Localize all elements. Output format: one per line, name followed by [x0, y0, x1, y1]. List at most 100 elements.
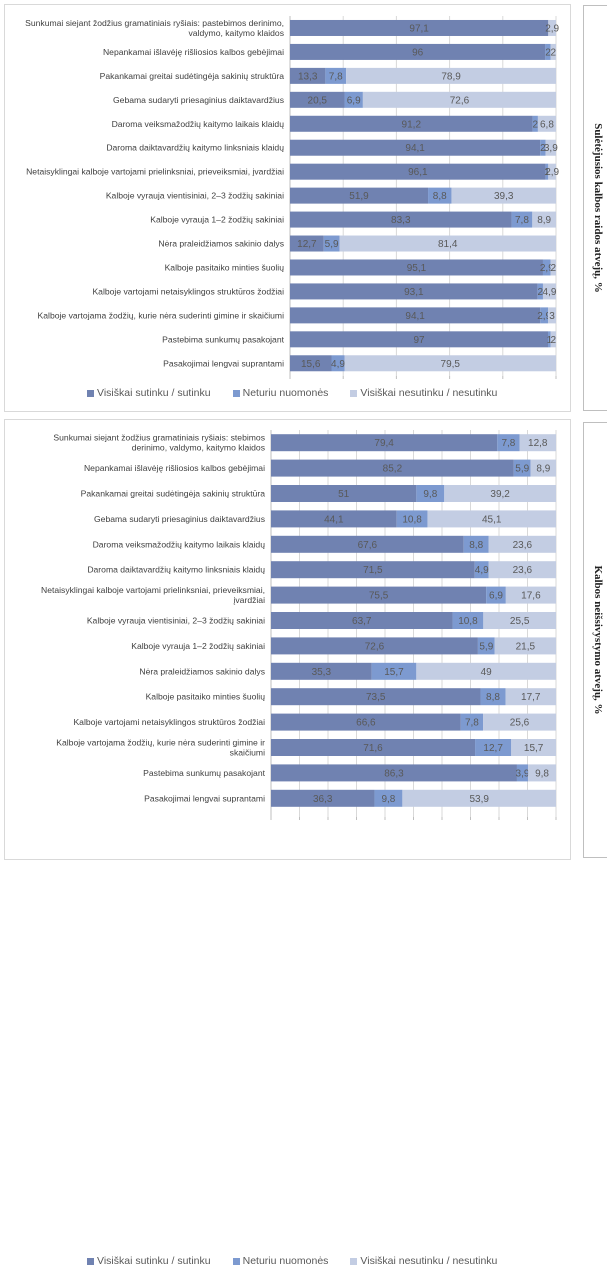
bar-row: Kalboje pasitaiko minties šuolių 73,5 8,8 1… [146, 688, 556, 706]
bar-segment-neutral [344, 91, 363, 108]
legend-swatch [87, 389, 94, 397]
bar-segment-disagree [528, 764, 556, 782]
data-label: 5,9 [325, 239, 339, 250]
bar-segment-disagree [530, 459, 556, 477]
bar-segment-disagree [537, 115, 556, 132]
bar-segment-disagree [488, 561, 556, 579]
data-label: 1 [544, 167, 550, 178]
bar-segment-neutral [511, 211, 533, 228]
data-label: 12,8 [528, 438, 548, 449]
bar-segment-neutral [548, 331, 551, 348]
category-label: Kalboje pasitaiko minties šuolių [146, 692, 266, 702]
bar-segment-neutral [480, 688, 506, 706]
legend-item-agree: Visiškai sutinku / sutinku [87, 387, 211, 399]
bar-row: Daroma daiktavardžių kaitymo linksniais … [106, 139, 558, 156]
data-label: 9,8 [535, 768, 549, 779]
bar-segment-agree [290, 19, 549, 36]
bar-row: Kalboje vartojama žodžių, kurie nėra sud… [56, 738, 556, 758]
bar-segment-disagree [402, 789, 556, 807]
bar-segment-neutral [396, 510, 428, 528]
data-label: 72,6 [450, 95, 470, 106]
category-label: įvardžiai [233, 595, 265, 605]
bar-segment-neutral [537, 283, 543, 300]
bar-row: Kalboje vyrauja vientisiniai, 2–3 žodžių… [87, 612, 556, 629]
category-label: Nepankamai išlavėję rišliosios kalbos ge… [103, 47, 284, 57]
bar-row: Pastebima sunkumų pasakojant 86,3 3,9 9,8 [143, 764, 556, 782]
bar-segment-agree [271, 789, 375, 807]
data-label: 21,5 [516, 641, 536, 652]
data-label: 1 [547, 335, 553, 346]
data-label: 7,8 [329, 71, 343, 82]
data-label: 2,9 [545, 167, 559, 178]
bar-segment-disagree [483, 713, 556, 731]
data-label: 2,9 [537, 311, 551, 322]
bar-segment-disagree [451, 187, 556, 204]
data-label: 3,9 [544, 143, 558, 154]
data-label: 96 [412, 47, 424, 58]
bar-segment-agree [290, 259, 543, 276]
data-label: 5,9 [515, 464, 529, 475]
stacked-bar-chart-underdeveloped-speech: Sunkumai siejant žodžius gramatiniais ry… [41, 430, 557, 820]
category-label: Daroma daiktavardžių kaitymo linksniais … [106, 143, 284, 153]
chart-panel-delayed-speech: Sunkumai siejant žodžius gramatiniais ry… [4, 4, 571, 412]
data-label: 97 [413, 335, 425, 346]
data-label: 7,8 [465, 718, 479, 729]
bar-segment-neutral [475, 739, 512, 756]
category-label: Pasakojimai lengvai suprantami [163, 358, 284, 368]
bar-segment-neutral [532, 115, 538, 132]
bar-row: Kalboje vartojami netaisyklingos struktū… [92, 283, 557, 300]
legend-item-agree: Visiškai sutinku / sutinku [87, 1255, 211, 1267]
data-label: 15,7 [524, 743, 544, 754]
data-label: 86,3 [384, 768, 404, 779]
data-label: 6,9 [489, 591, 503, 602]
bar-segment-disagree [545, 139, 556, 156]
category-label: Kalboje vyrauja vientisiniai, 2–3 žodžių… [87, 616, 265, 626]
data-label: 6,9 [347, 95, 361, 106]
bar-segment-agree [271, 485, 417, 502]
legend-item-disagree: Visiškai nesutinku / nesutinku [350, 387, 497, 399]
data-label: 8,9 [537, 215, 551, 226]
bar-segment-agree [290, 67, 326, 84]
data-label: 5,9 [479, 641, 493, 652]
data-label: 3,9 [516, 768, 530, 779]
data-label: 73,5 [366, 692, 386, 703]
bar-segment-disagree [362, 91, 556, 108]
bar-segment-neutral [545, 43, 551, 60]
data-label: 15,7 [384, 667, 404, 678]
bar-row: Pakankamai greitai sudėtingėja sakinių s… [81, 485, 556, 502]
bar-row: Nepankamai išlavėję rišliosios kalbos ge… [103, 43, 557, 60]
legend-label: Visiškai sutinku / sutinku [97, 1255, 211, 1267]
data-label: 94,1 [405, 311, 425, 322]
data-label: 2 [545, 47, 551, 58]
chart-legend: Visiškai sutinku / sutinku Neturiu nuomon… [87, 387, 497, 399]
category-label: Gebama sudaryti priesaginius daiktavardž… [94, 514, 265, 524]
data-label: 45,1 [482, 514, 502, 525]
bar-row: Pastebima sunkumų pasakojant 97 12 [162, 331, 557, 348]
chart-title: Sulėtėjusios kalbos raidos atvejų, % [592, 123, 604, 293]
bar-segment-disagree [548, 307, 556, 324]
data-label: 66,6 [356, 718, 376, 729]
category-label: Pakankamai greitai sudėtingėja sakinių s… [100, 71, 285, 81]
data-label: 8,8 [469, 540, 483, 551]
category-label: Netaisyklingai kalboje vartojami prielin… [26, 167, 284, 177]
bar-segment-agree [271, 764, 517, 782]
data-label: 2 [551, 335, 557, 346]
category-label: Nėra praleidžiamos sakinio dalys [158, 239, 284, 249]
legend-swatch [232, 389, 240, 397]
data-label: 25,5 [510, 616, 530, 627]
chart-title-box-delayed-speech: Sulėtėjusios kalbos raidos atvejų, % [583, 5, 607, 411]
bar-segment-agree [290, 139, 541, 156]
bar-segment-neutral [540, 139, 546, 156]
bar-segment-neutral [331, 355, 345, 372]
data-label: 93,1 [404, 287, 424, 298]
bar-segment-neutral [374, 789, 403, 807]
data-label: 96,1 [408, 167, 428, 178]
data-label: 4,9 [475, 565, 489, 576]
category-label: Daroma veiksmažodžių kaitymo laikais kla… [112, 119, 285, 129]
legend-swatch [350, 389, 358, 397]
bar-segment-neutral [486, 586, 506, 604]
legend-label: Neturiu nuomonės [242, 1255, 329, 1267]
bar-segment-agree [290, 355, 332, 372]
data-label: 79,4 [374, 438, 394, 449]
category-label: Kalboje vyrauja vientisiniai, 2–3 žodžių… [106, 191, 284, 201]
